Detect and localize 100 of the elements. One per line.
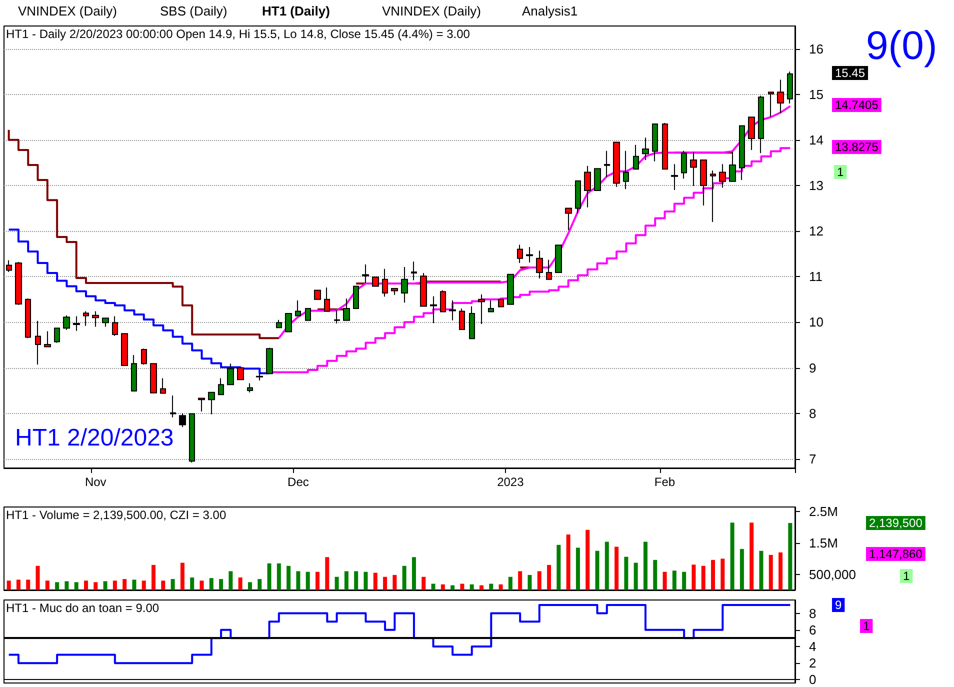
annotation: HT1 2/20/2023 bbox=[15, 424, 174, 452]
bar bbox=[440, 584, 445, 590]
bar bbox=[354, 571, 358, 590]
text: 1 bbox=[903, 569, 910, 583]
candlestick bbox=[681, 150, 687, 180]
candlestick bbox=[584, 165, 591, 208]
chart-title: HT1 - Muc do an toan = 9.00 bbox=[6, 601, 160, 615]
y-tick-label: 6 bbox=[809, 622, 816, 638]
text: 1 bbox=[863, 619, 870, 633]
text: 15.45 bbox=[835, 66, 866, 80]
y-tick-label: 7 bbox=[809, 451, 816, 466]
candlestick bbox=[613, 142, 620, 188]
candlestick bbox=[160, 378, 166, 394]
candlestick bbox=[690, 151, 697, 186]
bar bbox=[518, 571, 522, 590]
bar bbox=[325, 557, 330, 590]
x-tick-label: 2023 bbox=[497, 475, 524, 489]
bar bbox=[36, 566, 40, 590]
candlestick bbox=[671, 164, 678, 191]
text: 14.7405 bbox=[835, 98, 879, 112]
bar bbox=[778, 552, 783, 590]
candlestick bbox=[488, 300, 494, 312]
bar bbox=[209, 578, 214, 590]
bar bbox=[634, 562, 638, 590]
candlestick bbox=[594, 168, 601, 191]
bar bbox=[479, 585, 484, 590]
bar bbox=[170, 579, 175, 590]
bar bbox=[392, 574, 397, 590]
candlestick bbox=[575, 180, 581, 214]
candlestick bbox=[758, 95, 764, 154]
candlestick bbox=[54, 328, 60, 344]
x-tick-label: Nov bbox=[84, 475, 106, 489]
bar bbox=[276, 563, 281, 590]
bar bbox=[586, 530, 590, 590]
candlestick bbox=[787, 71, 793, 104]
bar bbox=[45, 580, 50, 590]
bar bbox=[450, 585, 455, 590]
bar bbox=[122, 579, 127, 590]
bar bbox=[614, 546, 619, 590]
candlestick bbox=[478, 294, 485, 325]
bar bbox=[489, 584, 494, 590]
bar bbox=[576, 548, 580, 590]
candlestick bbox=[700, 159, 707, 206]
bar bbox=[566, 534, 570, 590]
bar bbox=[460, 584, 464, 590]
bar bbox=[643, 542, 648, 590]
candlestick bbox=[25, 298, 31, 339]
bar bbox=[730, 522, 734, 590]
bar bbox=[161, 580, 166, 590]
candlestick bbox=[555, 244, 562, 274]
bar bbox=[624, 556, 628, 590]
candlestick bbox=[227, 363, 234, 386]
candlestick bbox=[411, 261, 417, 281]
candlestick bbox=[35, 320, 41, 366]
candlestick bbox=[507, 274, 514, 305]
candlestick bbox=[15, 262, 22, 306]
bar bbox=[759, 550, 764, 590]
bar bbox=[334, 576, 339, 590]
x-tick-label: Dec bbox=[288, 475, 309, 489]
candlestick bbox=[141, 348, 147, 366]
bar bbox=[604, 542, 609, 590]
candlestick bbox=[459, 308, 465, 330]
bar bbox=[692, 564, 696, 590]
candlestick bbox=[218, 378, 224, 396]
bar bbox=[228, 571, 233, 590]
candlestick bbox=[517, 244, 523, 264]
bar bbox=[219, 579, 224, 590]
bar bbox=[740, 548, 744, 590]
candlestick bbox=[189, 412, 195, 464]
y-tick-label: 500,000 bbox=[809, 566, 856, 582]
bar bbox=[94, 582, 98, 590]
text: VNINDEX (Daily) bbox=[18, 4, 117, 18]
bar bbox=[431, 584, 436, 590]
candlestick bbox=[343, 298, 350, 321]
bar bbox=[750, 522, 754, 590]
candlestick bbox=[170, 395, 176, 418]
bar bbox=[344, 571, 348, 590]
candlestick bbox=[285, 313, 292, 332]
y-tick-label: 15 bbox=[809, 86, 824, 102]
bar bbox=[788, 522, 792, 590]
candlestick bbox=[237, 367, 244, 380]
bar bbox=[528, 574, 532, 590]
bar bbox=[412, 557, 416, 590]
bar bbox=[258, 579, 262, 590]
candlestick bbox=[729, 151, 736, 182]
bar bbox=[768, 554, 773, 590]
candlestick bbox=[276, 319, 282, 328]
bar bbox=[103, 581, 108, 590]
candlestick bbox=[112, 316, 118, 336]
bar bbox=[595, 550, 600, 590]
candlestick bbox=[739, 125, 745, 181]
bar bbox=[498, 584, 503, 590]
candlestick bbox=[314, 290, 321, 300]
candlestick bbox=[131, 354, 137, 392]
bar bbox=[711, 560, 716, 590]
y-tick-label: 2.5M bbox=[809, 504, 838, 520]
candlestick bbox=[247, 382, 253, 393]
bar bbox=[364, 572, 368, 590]
bar bbox=[306, 572, 310, 590]
candlestick bbox=[198, 398, 205, 412]
